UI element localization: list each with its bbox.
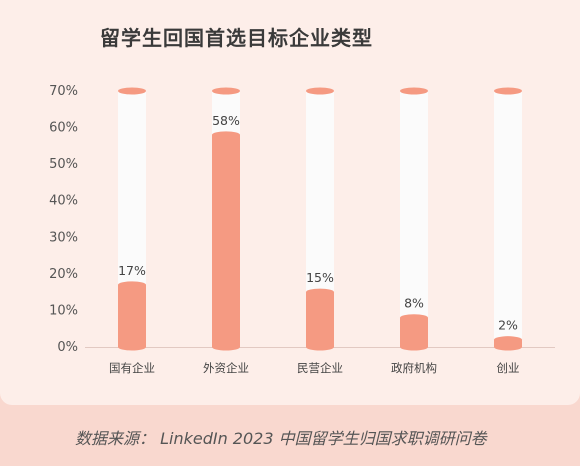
y-tick-label: 40% <box>49 194 78 209</box>
bar-base <box>212 343 240 351</box>
bar-cap <box>400 314 428 322</box>
bar <box>494 339 522 347</box>
bar-group: 17% 国有企业 <box>109 87 155 375</box>
chart-card <box>0 0 580 405</box>
source-note: 数据来源： LinkedIn 2023 中国留学生归国求职调研问卷 <box>75 429 487 448</box>
bar-track-cap <box>118 87 146 95</box>
bar <box>212 134 240 347</box>
y-tick-label: 30% <box>49 230 78 245</box>
bar-base <box>118 343 146 351</box>
data-label: 8% <box>404 296 424 311</box>
y-tick-label: 70% <box>49 84 78 99</box>
bar-base <box>306 343 334 351</box>
bar-cap <box>212 131 240 139</box>
data-label: 15% <box>306 270 334 285</box>
y-tick-label: 60% <box>49 121 78 136</box>
bar-chart: 0% 10% 20% 30% 40% 50% 60% 70% 17% 国有企业 58% 外资企业 15%… <box>49 84 555 375</box>
bar-track <box>494 91 522 347</box>
bar-group: 2% 创业 <box>494 87 522 375</box>
bar-group: 15% 民营企业 <box>297 87 343 375</box>
bar <box>118 284 146 347</box>
data-label: 58% <box>212 113 240 128</box>
x-tick-label: 创业 <box>497 361 520 375</box>
bar-cap <box>306 288 334 296</box>
bar-base <box>494 343 522 351</box>
data-label: 2% <box>498 318 518 333</box>
bar-track-cap <box>306 87 334 95</box>
bar-cap <box>494 336 522 344</box>
bar-track-cap <box>494 87 522 95</box>
bar-track-cap <box>400 87 428 95</box>
y-tick-label: 50% <box>49 157 78 172</box>
y-tick-label: 0% <box>57 340 78 355</box>
y-tick-label: 20% <box>49 267 78 282</box>
bar-track-cap <box>212 87 240 95</box>
x-tick-label: 政府机构 <box>391 361 437 375</box>
bar-cap <box>118 281 146 289</box>
bar-group: 8% 政府机构 <box>391 87 437 375</box>
x-tick-label: 民营企业 <box>297 361 343 375</box>
chart-title: 留学生回国首选目标企业类型 <box>100 26 373 50</box>
data-label: 17% <box>118 263 146 278</box>
y-tick-label: 10% <box>49 303 78 318</box>
bar-group: 58% 外资企业 <box>203 87 249 375</box>
bar <box>400 317 428 347</box>
bar-track <box>400 91 428 347</box>
x-tick-label: 国有企业 <box>109 361 155 375</box>
bar-base <box>400 343 428 351</box>
x-tick-label: 外资企业 <box>203 361 249 375</box>
bar <box>306 292 334 347</box>
